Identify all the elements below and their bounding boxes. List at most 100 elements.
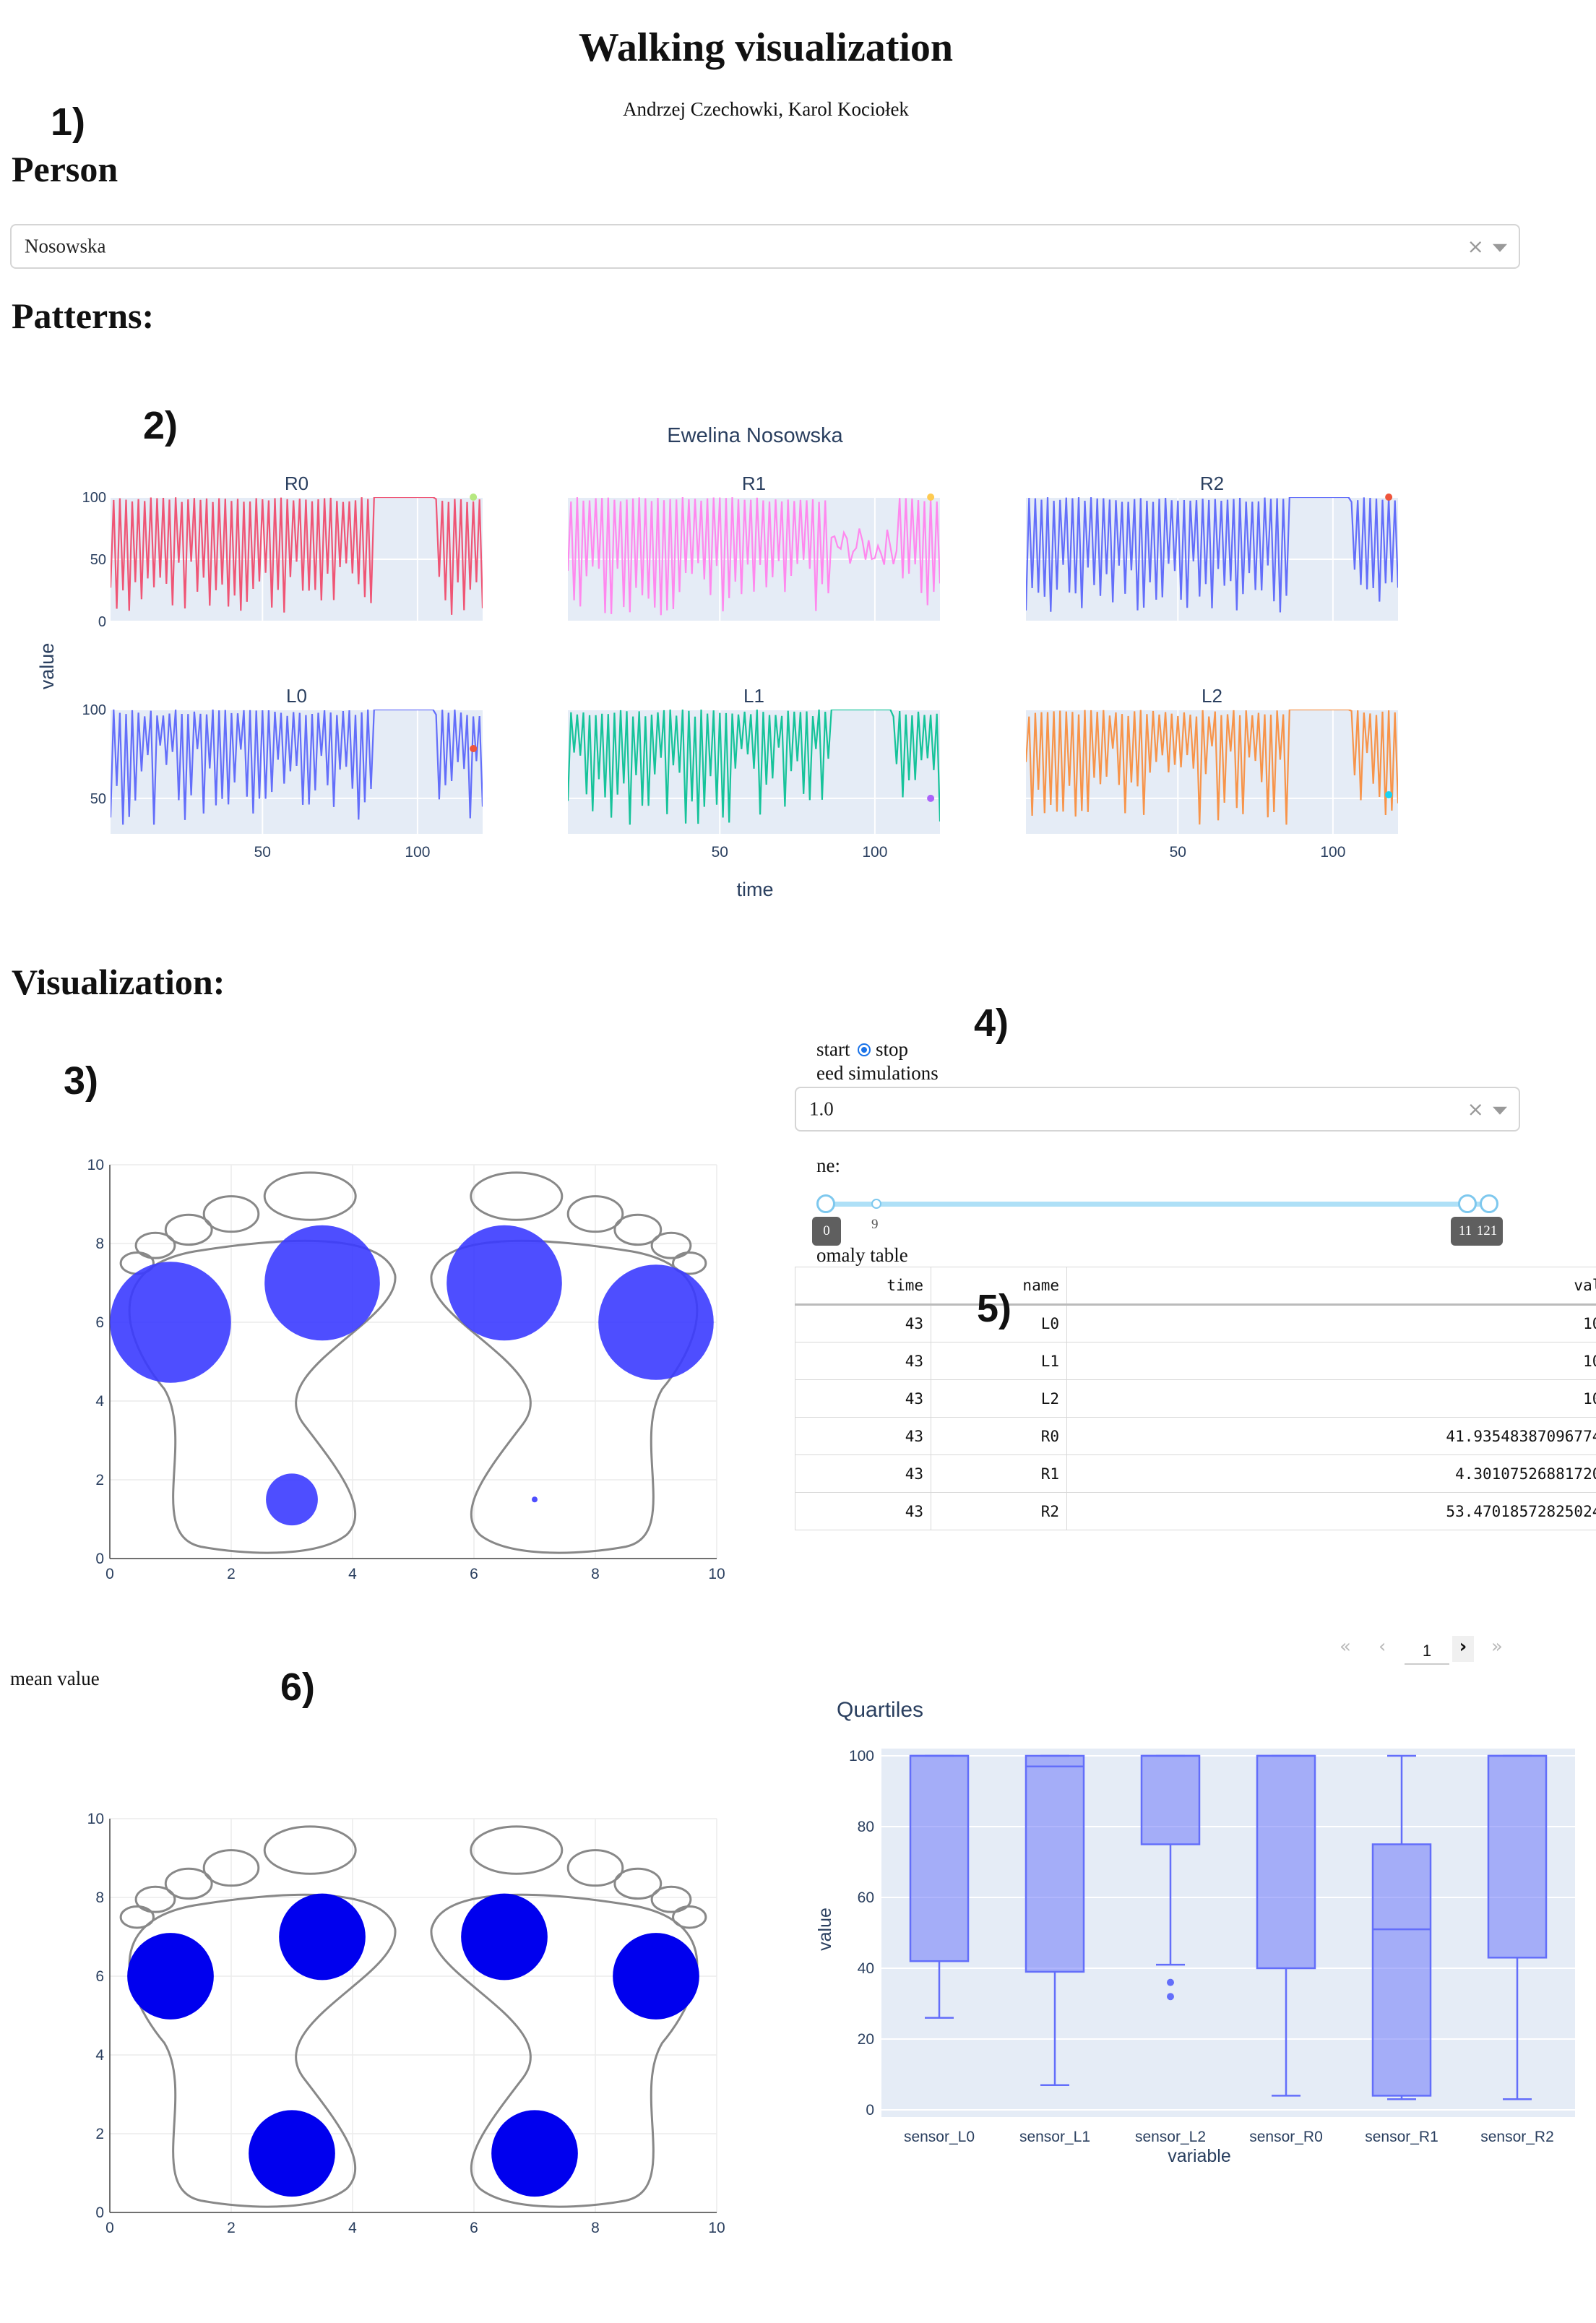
sensor-circle-l1 <box>264 1225 380 1341</box>
speed-dropdown[interactable]: 1.0 × <box>795 1087 1520 1132</box>
box-sensor_R0 <box>1256 1754 1316 2097</box>
panel-background <box>1026 710 1398 834</box>
person-selected-value: Nosowska <box>25 235 106 257</box>
box-body <box>1256 1754 1316 1970</box>
y-tick-label: 20 <box>858 2031 874 2048</box>
pagination-last-button[interactable]: » <box>1491 1636 1503 1658</box>
annotation-2: 2) <box>143 404 178 447</box>
speed-selected-value: 1.0 <box>809 1098 834 1120</box>
table-cell: 41.935483870967744 <box>1066 1417 1596 1455</box>
radio-group: start stop <box>816 1038 908 1061</box>
left-foot-outline <box>128 1893 397 2208</box>
pagination-prev-button[interactable]: ‹ <box>1379 1636 1386 1658</box>
outlier-point <box>1167 1993 1174 2001</box>
clear-icon[interactable]: × <box>1467 1097 1484 1121</box>
marker-point <box>1385 790 1393 798</box>
box-body <box>909 1754 970 1962</box>
patterns-y-label: value <box>36 643 58 690</box>
radio-stop-button[interactable] <box>858 1043 871 1056</box>
pagination-page-input[interactable]: 1 <box>1405 1639 1449 1665</box>
pagination-next-button[interactable]: › <box>1452 1636 1474 1662</box>
y-tick-label: 40 <box>858 1960 874 1977</box>
toe-outline <box>134 1231 176 1259</box>
y-tick-label: 100 <box>849 1748 874 1764</box>
toe-outline <box>119 1905 155 1929</box>
person-dropdown[interactable]: Nosowska × <box>10 224 1520 269</box>
toe-outline <box>566 1195 624 1233</box>
mean-value-label: mean value <box>10 1668 100 1689</box>
radio-start-label[interactable]: start <box>816 1038 850 1060</box>
toe-outline <box>263 1171 357 1221</box>
person-heading: Person <box>12 149 118 189</box>
table-row[interactable]: 43 R2 53.470185728250248 <box>795 1492 1596 1530</box>
series-line-l0 <box>111 710 483 825</box>
speed-label: eed simulations <box>816 1062 939 1084</box>
slider-handle-high[interactable] <box>1458 1194 1477 1213</box>
x-tick-label: 4 <box>348 2220 357 2236</box>
chevron-down-icon[interactable] <box>1493 1106 1507 1115</box>
annotation-6: 6) <box>280 1665 316 1709</box>
y-tick-label: 4 <box>95 2047 104 2064</box>
anomaly-table: time name valu 43L010( 43L110( 43L210( 4… <box>795 1267 1596 1530</box>
toe-outline <box>470 1171 564 1221</box>
x-tick-label: 2 <box>227 1566 236 1582</box>
y-tick-label: 6 <box>95 1314 104 1331</box>
radio-stop-label[interactable]: stop <box>876 1038 909 1060</box>
toe-outline <box>672 1905 707 1929</box>
box-body <box>1487 1754 1548 1959</box>
mean-feet-plot: 0 2 4 6 8 10 0 2 4 6 8 10 <box>87 1811 725 2236</box>
toe-outline <box>650 1885 692 1913</box>
anomaly-table-label: omaly table <box>816 1244 908 1266</box>
x-tick-label: sensor_R1 <box>1365 2129 1438 2145</box>
quartiles-y-label: value <box>815 1908 835 1951</box>
series-line-l1 <box>568 710 940 825</box>
table-header-time[interactable]: time <box>795 1267 931 1306</box>
patterns-chart-title: Ewelina Nosowska <box>667 424 843 447</box>
quartiles-chart: Quartiles 0 20 40 60 80 100 sensor_L0 sensor_L1… <box>815 1698 1575 2166</box>
table-cell: 10( <box>1066 1379 1596 1418</box>
pagination-first-button[interactable]: « <box>1340 1636 1351 1658</box>
x-tick-label: 50 <box>1170 844 1186 861</box>
y-tick-label: 50 <box>90 552 106 568</box>
table-row[interactable]: 43L110( <box>795 1342 1596 1380</box>
slider-handle-max[interactable] <box>1480 1194 1498 1213</box>
table-cell: 4.301075268817205 <box>1066 1454 1596 1493</box>
toe-outline <box>613 1213 663 1246</box>
y-tick-label: 6 <box>95 1968 104 1985</box>
table-header-value[interactable]: valu <box>1066 1267 1596 1306</box>
chevron-down-icon[interactable] <box>1493 243 1507 252</box>
series-line-r2 <box>1026 497 1398 613</box>
marker-point <box>927 494 935 501</box>
quartiles-x-label: variable <box>1168 2146 1231 2166</box>
box-sensor_L0 <box>909 1754 970 2019</box>
slider-track[interactable] <box>826 1202 1490 1207</box>
box-sensor_L2 <box>1140 1754 1201 2001</box>
y-tick-label: 4 <box>95 1393 104 1410</box>
time-range-slider[interactable]: 9 <box>816 1192 1499 1243</box>
marker-point <box>927 794 935 802</box>
table-row[interactable]: 43 R0 41.935483870967744 <box>795 1417 1596 1455</box>
y-tick-label: 100 <box>82 702 106 718</box>
slider-handle-low[interactable] <box>816 1194 835 1213</box>
y-tick-label: 0 <box>98 614 106 630</box>
table-header-name[interactable]: name <box>931 1267 1067 1306</box>
table-row[interactable]: 43L010( <box>795 1304 1596 1342</box>
table-cell: 43 <box>795 1304 931 1342</box>
table-row[interactable]: 43L210( <box>795 1379 1596 1418</box>
series-line-r0 <box>111 497 483 615</box>
visualization-heading: Visualization: <box>12 962 225 1002</box>
toe-outline <box>470 1825 564 1875</box>
toe-outline <box>164 1213 213 1246</box>
box-body <box>1025 1754 1085 1973</box>
right-foot-outline <box>430 1239 699 1554</box>
box-body <box>1140 1754 1201 1845</box>
y-tick-label: 0 <box>95 1551 104 1567</box>
table-row[interactable]: 43 R1 4.301075268817205 <box>795 1454 1596 1493</box>
sensor-circle-l0 <box>127 1933 214 2020</box>
clear-icon[interactable]: × <box>1467 234 1484 259</box>
table-cell: L2 <box>931 1379 1067 1418</box>
x-tick-label: 100 <box>405 844 430 861</box>
panel-r2: R2 <box>1026 473 1398 622</box>
toe-outline <box>134 1885 176 1913</box>
panel-r0: 0 50 100 R0 <box>82 473 483 630</box>
